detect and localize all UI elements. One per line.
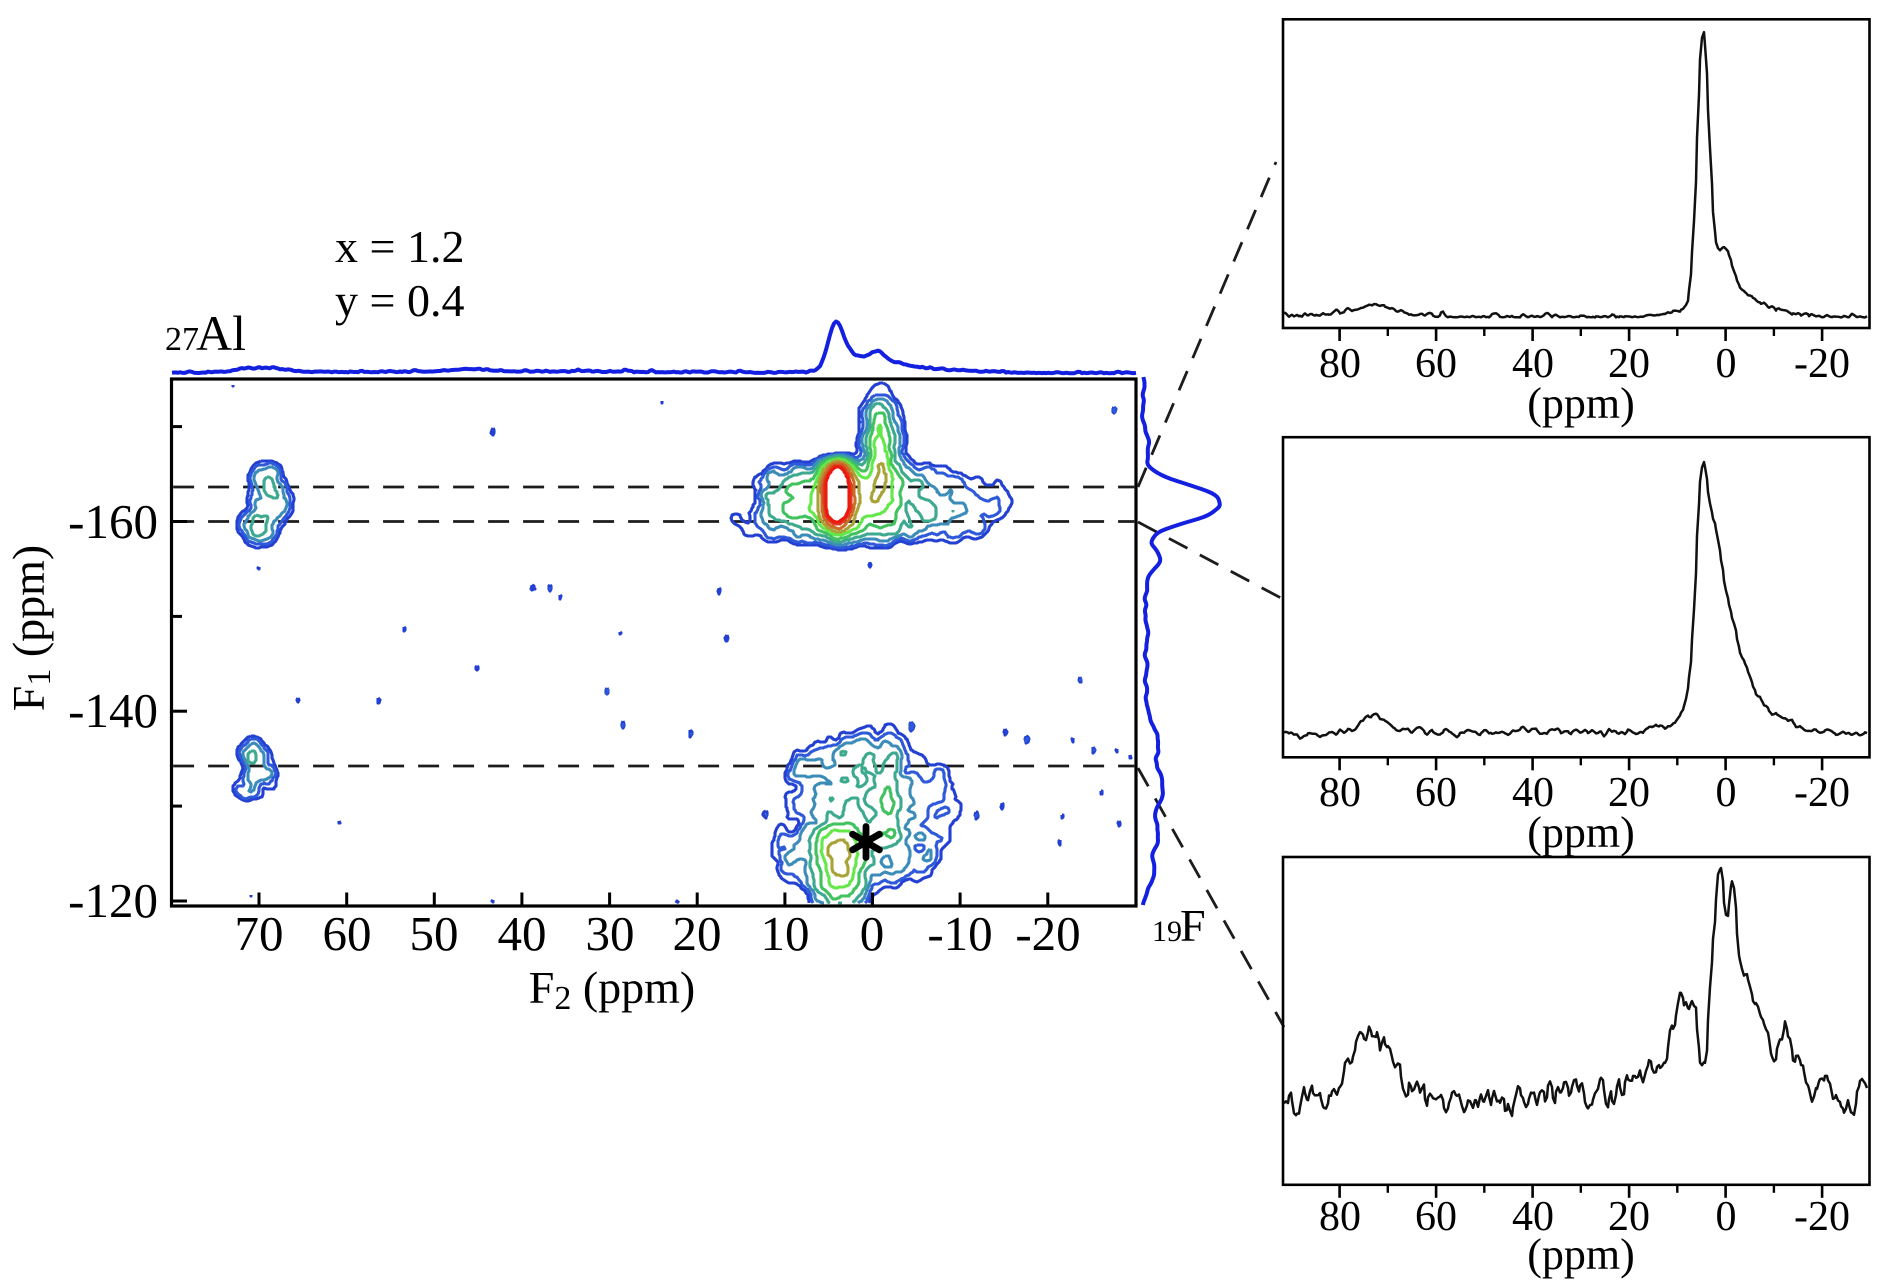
svg-text:-20: -20 (1794, 341, 1850, 387)
svg-text:40: 40 (1512, 770, 1554, 816)
svg-text:10: 10 (761, 906, 810, 961)
svg-text:40: 40 (1512, 341, 1554, 387)
svg-text:x = 1.2: x = 1.2 (335, 221, 464, 272)
svg-text:y = 0.4: y = 0.4 (335, 275, 464, 326)
svg-text:0: 0 (1716, 1194, 1737, 1240)
svg-text:F: F (1180, 900, 1206, 951)
svg-text:30: 30 (586, 906, 635, 961)
svg-text:60: 60 (1415, 341, 1457, 387)
svg-text:-20: -20 (1794, 770, 1850, 816)
svg-text:(ppm): (ppm) (1527, 379, 1635, 428)
svg-text:80: 80 (1319, 1194, 1361, 1240)
svg-text:20: 20 (1608, 770, 1650, 816)
svg-text:19: 19 (1152, 915, 1182, 948)
svg-text:(ppm): (ppm) (1527, 808, 1635, 857)
svg-text:Al: Al (196, 305, 246, 361)
svg-text:-10: -10 (927, 906, 992, 961)
svg-text:20: 20 (673, 906, 722, 961)
svg-text:(ppm): (ppm) (1527, 1230, 1635, 1279)
svg-text:40: 40 (1512, 1194, 1554, 1240)
svg-text:0: 0 (1716, 341, 1737, 387)
svg-text:60: 60 (1415, 770, 1457, 816)
svg-text:-140: -140 (68, 683, 158, 738)
svg-text:20: 20 (1608, 341, 1650, 387)
svg-text:0: 0 (860, 906, 885, 961)
svg-text:60: 60 (1415, 1194, 1457, 1240)
svg-text:80: 80 (1319, 341, 1361, 387)
svg-text:F2 (ppm): F2 (ppm) (529, 962, 696, 1017)
svg-text:-20: -20 (1015, 906, 1080, 961)
svg-text:0: 0 (1716, 770, 1737, 816)
svg-text:20: 20 (1608, 1194, 1650, 1240)
svg-text:40: 40 (498, 906, 547, 961)
svg-text:-20: -20 (1794, 1194, 1850, 1240)
svg-text:60: 60 (323, 906, 372, 961)
svg-text:-120: -120 (68, 873, 158, 928)
svg-text:70: 70 (235, 906, 284, 961)
svg-text:80: 80 (1319, 770, 1361, 816)
svg-text:F1 (ppm): F1 (ppm) (3, 545, 58, 712)
svg-text:50: 50 (410, 906, 459, 961)
svg-text:27: 27 (165, 321, 199, 358)
svg-text:-160: -160 (68, 494, 158, 549)
